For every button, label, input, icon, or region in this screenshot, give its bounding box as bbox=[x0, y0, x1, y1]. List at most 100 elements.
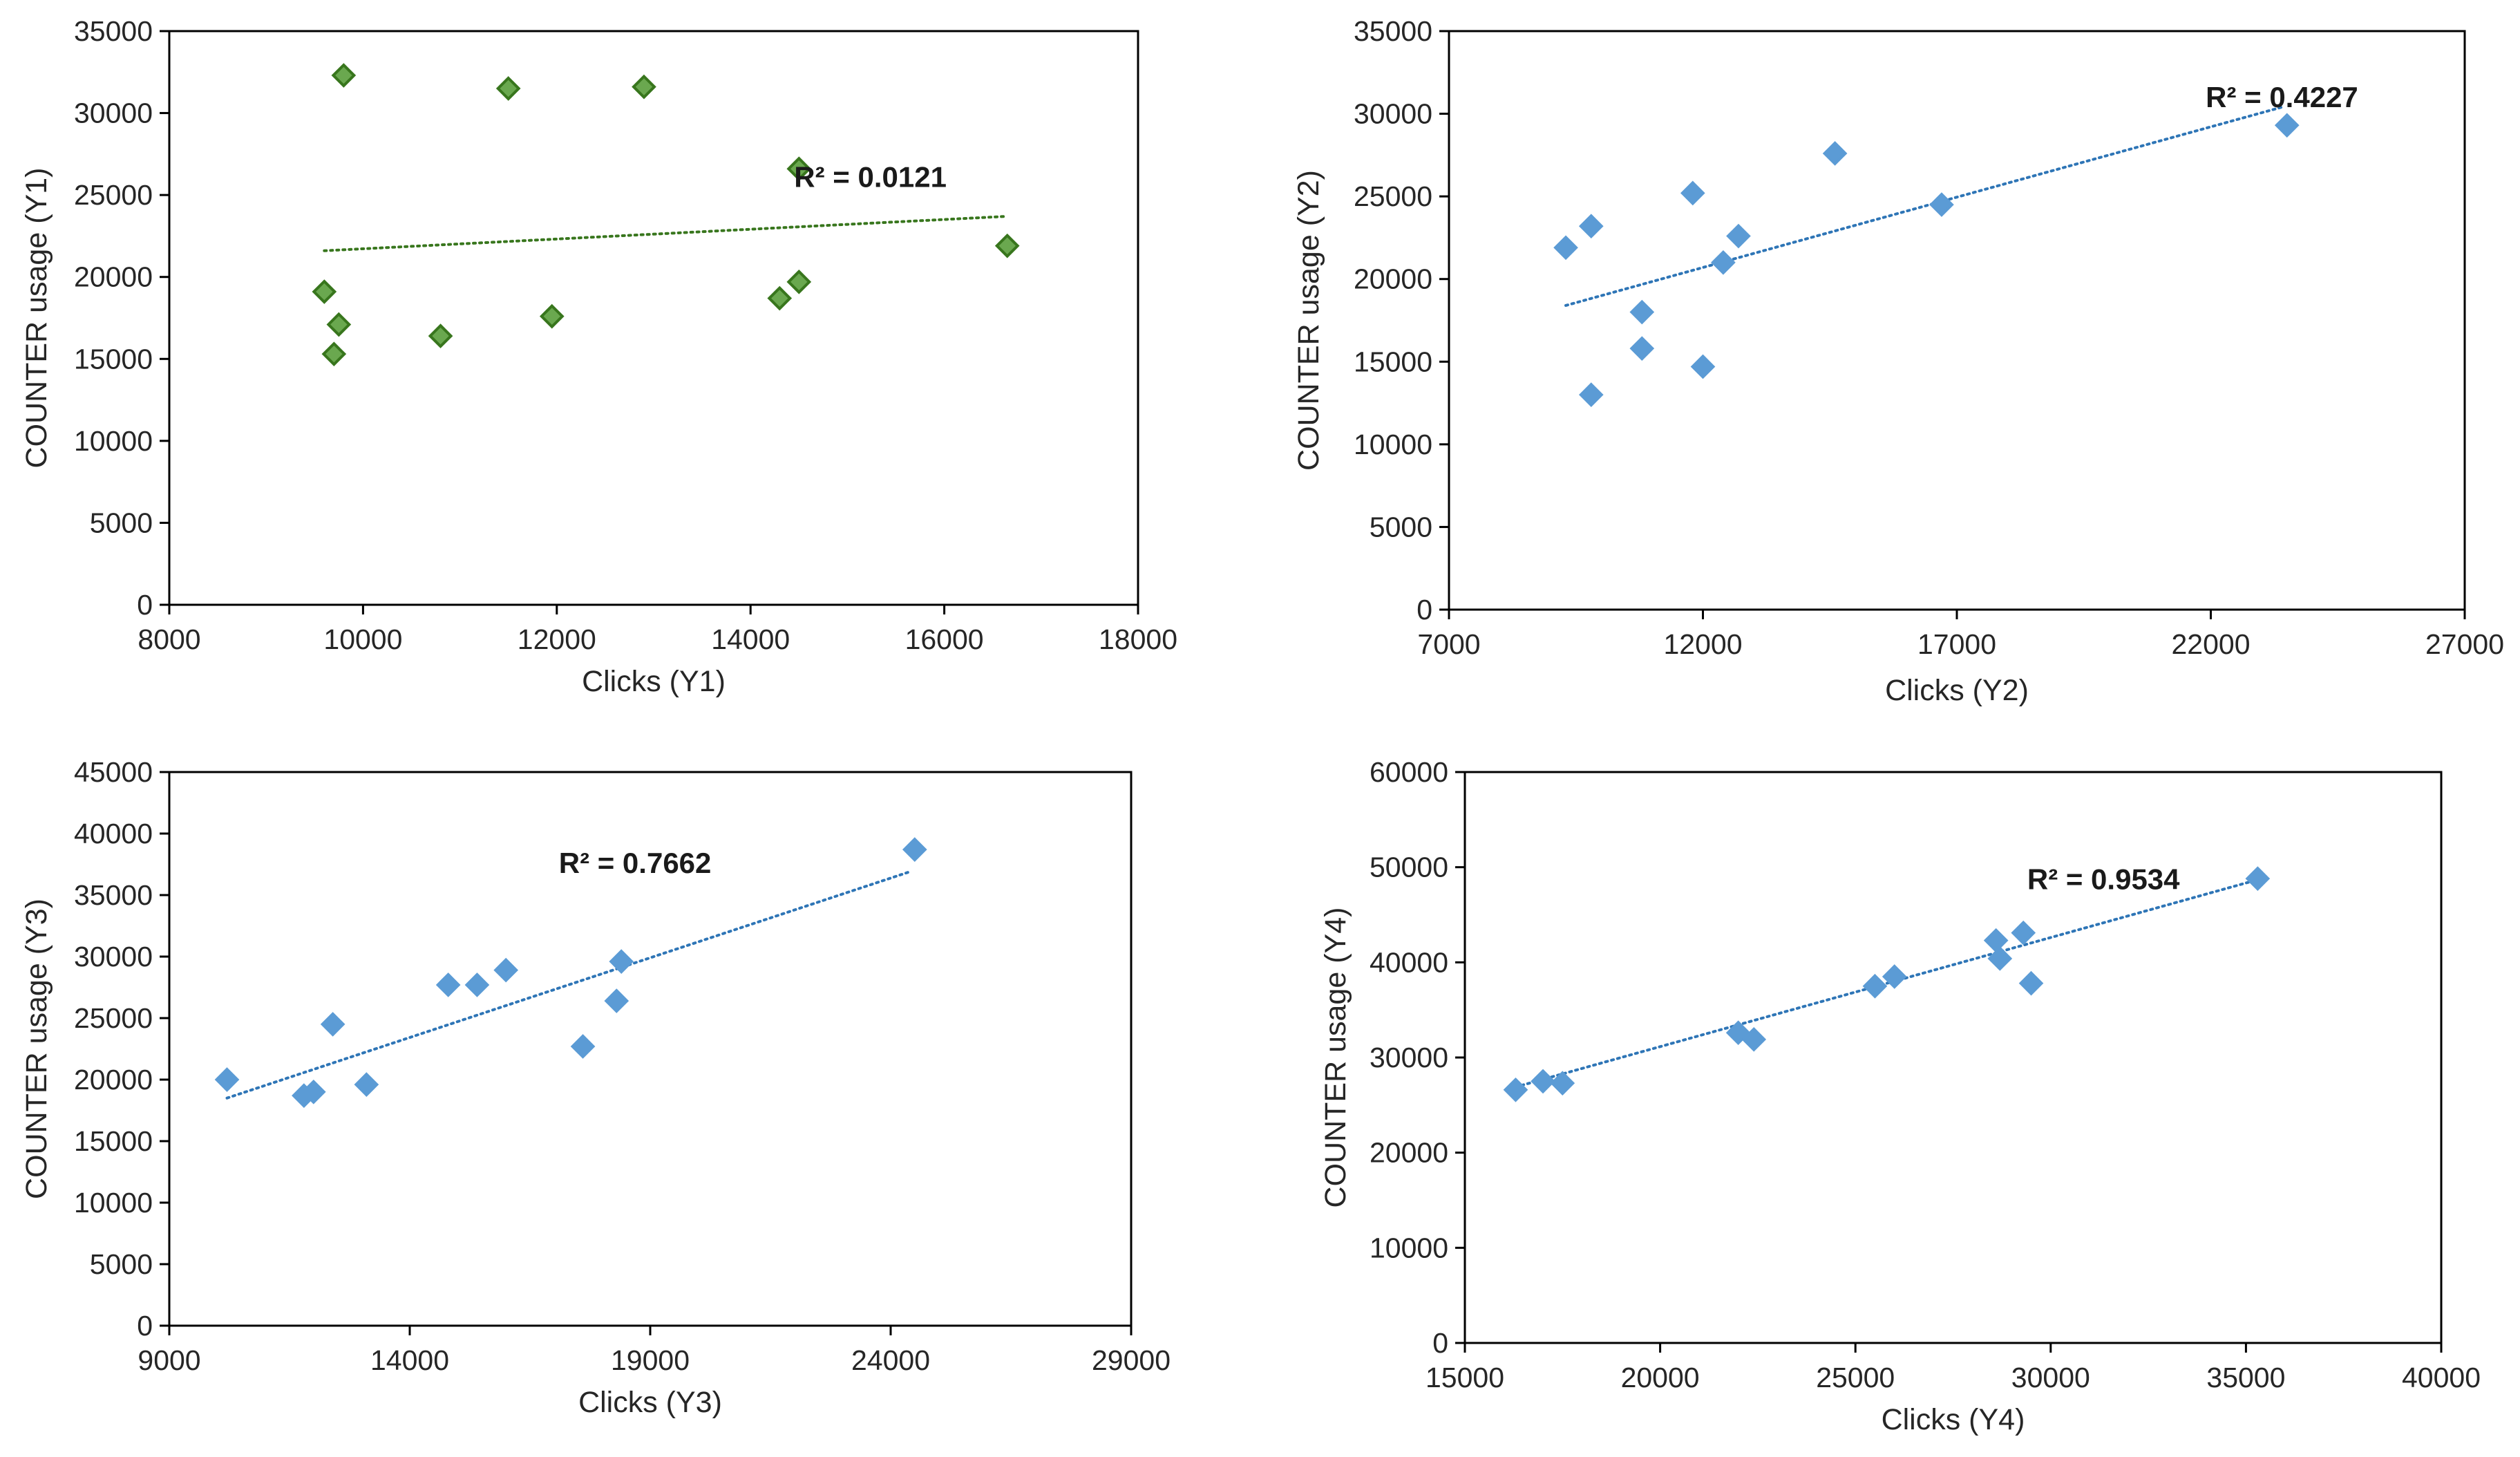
y-tick-label: 40000 bbox=[74, 818, 153, 849]
y-tick-label: 15000 bbox=[74, 1125, 153, 1157]
data-point bbox=[786, 270, 812, 294]
data-point bbox=[539, 303, 565, 329]
data-point bbox=[331, 63, 357, 88]
y-tick-label: 15000 bbox=[74, 343, 153, 375]
x-tick-label: 29000 bbox=[1092, 1344, 1171, 1376]
y-tick-label: 10000 bbox=[74, 1187, 153, 1219]
y-tick-label: 0 bbox=[137, 1310, 153, 1342]
y-tick-label: 35000 bbox=[74, 15, 153, 47]
data-point bbox=[1726, 223, 1751, 249]
y-axis-title: COUNTER usage (Y2) bbox=[1292, 170, 1325, 471]
x-tick-label: 19000 bbox=[611, 1344, 690, 1376]
data-point bbox=[2011, 920, 2036, 946]
x-tick-label: 17000 bbox=[1917, 628, 1996, 660]
plot-frame bbox=[1463, 771, 2443, 1344]
x-tick-label: 40000 bbox=[2402, 1362, 2481, 1393]
y-tick-label: 0 bbox=[1432, 1327, 1448, 1359]
x-tick-label: 12000 bbox=[1663, 628, 1742, 660]
data-point bbox=[1862, 973, 1888, 999]
y-tick-label: 20000 bbox=[1354, 263, 1432, 295]
x-tick-label: 20000 bbox=[1621, 1362, 1700, 1393]
data-point bbox=[994, 233, 1020, 258]
x-tick-label: 12000 bbox=[518, 623, 596, 655]
x-tick-label: 35000 bbox=[2206, 1362, 2285, 1393]
chart-4: 0 10000 20000 30000 40000 50000 60000 15000 2000… bbox=[1319, 756, 2481, 1436]
x-axis-title: Clicks (Y3) bbox=[578, 1386, 722, 1419]
chart-1: 0 5000 10000 15000 20000 25000 30000 35000 8000 1… bbox=[20, 15, 1177, 698]
x-tick-label: 27000 bbox=[2425, 628, 2504, 660]
y-tick-label: 25000 bbox=[74, 1002, 153, 1034]
data-point bbox=[2245, 866, 2271, 892]
data-point bbox=[464, 972, 490, 997]
trendline bbox=[323, 214, 1009, 252]
y-tick-label: 30000 bbox=[74, 97, 153, 129]
y-axis-title: COUNTER usage (Y1) bbox=[20, 168, 53, 469]
y-tick-label: 40000 bbox=[1370, 946, 1448, 978]
x-axis-title: Clicks (Y4) bbox=[1882, 1403, 2025, 1436]
y-tick-label: 25000 bbox=[1354, 180, 1432, 212]
y-tick-label: 60000 bbox=[1370, 756, 1448, 788]
r-squared-label: R² = 0.4227 bbox=[2206, 81, 2358, 113]
x-tick-label: 25000 bbox=[1816, 1362, 1895, 1393]
plot-frame bbox=[168, 30, 1139, 606]
x-tick-label: 9000 bbox=[138, 1344, 200, 1376]
data-point bbox=[326, 312, 352, 337]
x-tick-label: 10000 bbox=[323, 623, 402, 655]
data-point bbox=[321, 341, 347, 366]
x-tick-label: 30000 bbox=[2011, 1362, 2090, 1393]
y-tick-label: 5000 bbox=[90, 1248, 153, 1280]
data-point bbox=[1882, 964, 1907, 989]
data-point bbox=[1629, 336, 1655, 361]
data-point bbox=[2274, 113, 2300, 138]
data-point bbox=[902, 837, 927, 862]
y-tick-label: 10000 bbox=[1370, 1232, 1448, 1263]
chart-3: 0 5000 10000 15000 20000 25000 30000 35000 40000… bbox=[20, 756, 1171, 1419]
data-point bbox=[1550, 1071, 1575, 1096]
y-tick-label: 10000 bbox=[1354, 429, 1432, 460]
x-tick-label: 14000 bbox=[370, 1344, 449, 1376]
data-point bbox=[1629, 299, 1655, 325]
chart-2: 0 5000 10000 15000 20000 25000 30000 35000 7000 1… bbox=[1292, 15, 2504, 707]
trendline bbox=[1564, 106, 2284, 307]
plot-frame bbox=[1448, 30, 2466, 611]
y-tick-label: 5000 bbox=[1370, 511, 1432, 543]
y-tick-label: 35000 bbox=[1354, 15, 1432, 47]
data-point bbox=[2018, 970, 2044, 996]
data-point bbox=[1680, 180, 1705, 206]
y-axis-title: COUNTER usage (Y3) bbox=[20, 899, 53, 1199]
y-tick-label: 0 bbox=[1417, 594, 1432, 626]
data-point bbox=[1822, 141, 1848, 166]
data-point bbox=[1741, 1027, 1767, 1052]
x-tick-label: 16000 bbox=[905, 623, 984, 655]
y-tick-label: 20000 bbox=[74, 261, 153, 293]
data-point bbox=[354, 1072, 379, 1097]
y-tick-label: 25000 bbox=[74, 179, 153, 211]
y-tick-label: 10000 bbox=[74, 425, 153, 457]
x-tick-label: 7000 bbox=[1417, 628, 1480, 660]
data-point bbox=[1929, 192, 1954, 217]
data-point bbox=[1578, 382, 1604, 407]
x-axis-title: Clicks (Y1) bbox=[582, 665, 726, 698]
data-point bbox=[1578, 214, 1604, 239]
y-tick-label: 15000 bbox=[1354, 346, 1432, 377]
x-tick-label: 15000 bbox=[1425, 1362, 1504, 1393]
y-tick-label: 35000 bbox=[74, 879, 153, 911]
data-point bbox=[320, 1012, 345, 1037]
data-point bbox=[1503, 1077, 1528, 1102]
data-point bbox=[312, 279, 337, 304]
data-point bbox=[435, 972, 461, 997]
trendline bbox=[225, 870, 911, 1100]
data-point bbox=[1983, 928, 2009, 953]
data-point bbox=[786, 156, 812, 182]
x-tick-label: 8000 bbox=[138, 623, 200, 655]
y-tick-label: 30000 bbox=[1370, 1042, 1448, 1073]
y-tick-label: 20000 bbox=[74, 1064, 153, 1096]
x-axis-title: Clicks (Y2) bbox=[1885, 674, 2029, 707]
x-tick-label: 18000 bbox=[1099, 623, 1177, 655]
data-point bbox=[214, 1067, 240, 1092]
data-point bbox=[609, 949, 634, 974]
y-tick-label: 30000 bbox=[1354, 98, 1432, 130]
x-tick-label: 22000 bbox=[2171, 628, 2250, 660]
data-point bbox=[493, 957, 519, 983]
